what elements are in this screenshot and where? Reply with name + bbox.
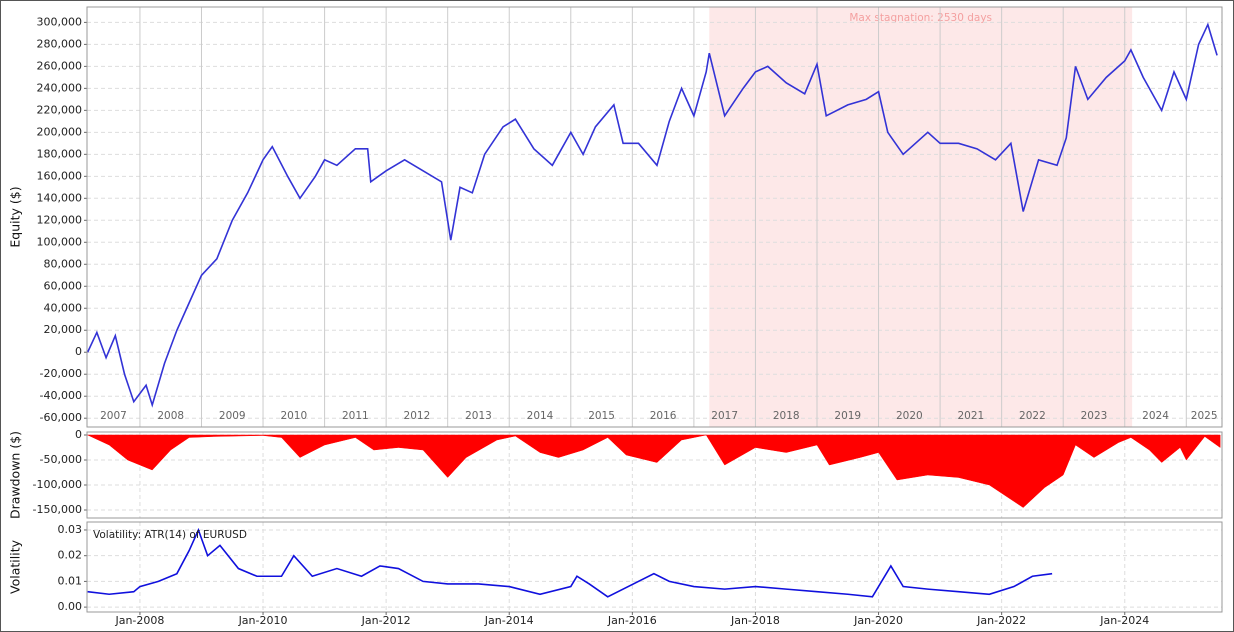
year-label: 2008 <box>157 410 184 422</box>
plot-border <box>86 6 1223 428</box>
x-tick-label: Jan-2022 <box>976 614 1026 627</box>
year-label: 2013 <box>465 410 492 422</box>
year-label: 2024 <box>1142 410 1169 422</box>
year-label: 2023 <box>1081 410 1108 422</box>
y-tick-label: 260,000 <box>37 59 83 72</box>
x-tick-label: Jan-2018 <box>730 614 780 627</box>
x-tick-label: Jan-2016 <box>607 614 657 627</box>
y-tick-label: -100,000 <box>33 478 82 491</box>
year-label: 2019 <box>834 410 861 422</box>
year-label: 2022 <box>1019 410 1046 422</box>
y-tick-label: 280,000 <box>37 37 83 50</box>
year-label: 2021 <box>958 410 985 422</box>
y-axis-title: Drawdown ($) <box>8 431 23 519</box>
annotation: Volatility: ATR(14) of EURUSD <box>93 529 247 541</box>
plot-area <box>87 522 1222 612</box>
y-tick-label: 140,000 <box>37 191 83 204</box>
y-tick-label: 100,000 <box>37 235 83 248</box>
y-tick-label: 20,000 <box>44 323 83 336</box>
x-tick-label: Jan-2020 <box>853 614 903 627</box>
year-label: 2016 <box>650 410 677 422</box>
y-tick-label: 60,000 <box>44 279 83 292</box>
y-tick-label: 220,000 <box>37 103 83 116</box>
plot-border <box>86 431 1223 519</box>
year-label: 2011 <box>342 410 369 422</box>
x-tick-label: Jan-2014 <box>484 614 534 627</box>
y-tick-label: 240,000 <box>37 81 83 94</box>
stagnation-label: Max stagnation: 2530 days <box>849 12 992 24</box>
year-label: 2020 <box>896 410 923 422</box>
year-label: 2018 <box>773 410 800 422</box>
y-tick-label: -60,000 <box>40 411 82 424</box>
plot-border <box>86 521 1223 613</box>
y-tick-label: 40,000 <box>44 301 83 314</box>
year-label: 2015 <box>588 410 615 422</box>
y-tick-label: 300,000 <box>37 15 83 28</box>
y-tick-label: 0.02 <box>58 549 83 562</box>
year-label: 2017 <box>711 410 738 422</box>
x-tick-label: Jan-2012 <box>361 614 411 627</box>
y-tick-label: 180,000 <box>37 147 83 160</box>
y-axis-title: Equity ($) <box>8 186 23 247</box>
x-tick-label: Jan-2008 <box>114 614 164 627</box>
y-tick-label: 0.01 <box>58 574 83 587</box>
x-tick-label: Jan-2010 <box>238 614 288 627</box>
y-tick-label: 0.00 <box>58 600 83 613</box>
y-tick-label: 0 <box>75 428 82 441</box>
series-line <box>87 527 1053 598</box>
year-label: 2007 <box>100 410 127 422</box>
year-label: 2010 <box>280 410 307 422</box>
y-axis-title: Volatility <box>8 539 23 594</box>
drawdown-area <box>87 434 1221 508</box>
year-label: 2009 <box>219 410 246 422</box>
x-tick-label: Jan-2024 <box>1099 614 1149 627</box>
year-label: 2012 <box>404 410 431 422</box>
y-tick-label: 200,000 <box>37 125 83 138</box>
year-label: 2014 <box>527 410 554 422</box>
y-tick-label: -50,000 <box>40 453 82 466</box>
y-tick-label: -20,000 <box>40 367 82 380</box>
y-tick-label: -40,000 <box>40 389 82 402</box>
y-tick-label: 0 <box>75 345 82 358</box>
y-tick-label: -150,000 <box>33 503 82 516</box>
y-tick-label: 0.03 <box>58 523 83 536</box>
y-tick-label: 80,000 <box>44 257 83 270</box>
y-tick-label: 120,000 <box>37 213 83 226</box>
series-line <box>86 22 1218 408</box>
y-tick-label: 160,000 <box>37 169 83 182</box>
year-label: 2025 <box>1191 410 1218 422</box>
